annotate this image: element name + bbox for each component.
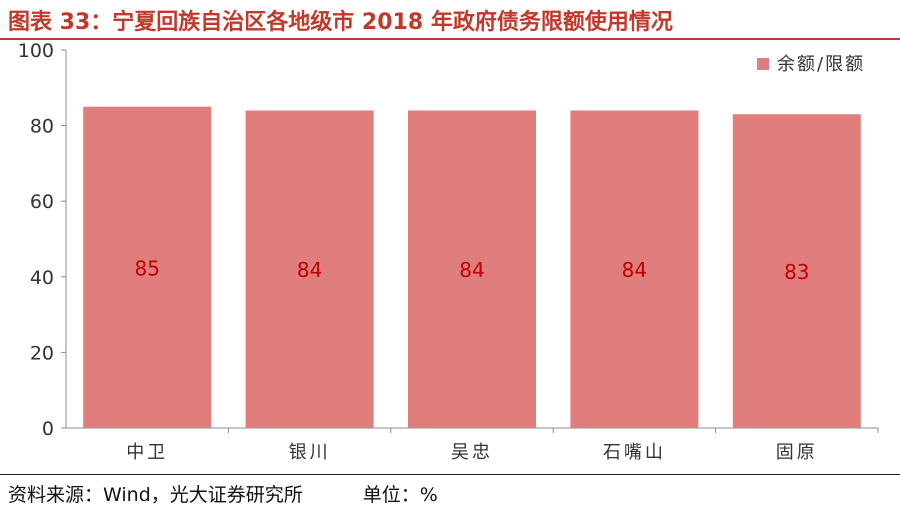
bar — [570, 110, 699, 428]
source-note: 资料来源：Wind，光大证券研究所 单位：% — [8, 480, 438, 507]
y-tick-label: 60 — [30, 191, 54, 213]
bar-data-label: 84 — [459, 258, 484, 282]
x-tick-label: 中卫 — [126, 442, 168, 463]
unit-text: 单位：% — [362, 484, 438, 506]
bar-data-label: 85 — [134, 256, 159, 280]
title-divider — [0, 38, 900, 40]
bar-data-label: 84 — [622, 258, 647, 282]
legend-swatch — [757, 58, 769, 70]
legend-label: 余额/限额 — [777, 54, 865, 75]
source-text: 资料来源：Wind，光大证券研究所 — [8, 484, 303, 506]
bar — [408, 110, 536, 428]
y-tick-label: 20 — [30, 342, 54, 364]
bar — [245, 110, 374, 428]
footer-divider — [0, 474, 900, 475]
chart-title: 图表 33：宁夏回族自治区各地级市 2018 年政府债务限额使用情况 — [8, 10, 673, 35]
x-tick-label: 吴忠 — [451, 442, 493, 463]
y-tick-label: 40 — [30, 267, 54, 289]
y-tick-label: 0 — [42, 418, 54, 440]
y-tick-label: 80 — [30, 116, 54, 138]
bar-data-label: 83 — [784, 260, 809, 284]
x-tick-label: 石嘴山 — [603, 442, 666, 463]
bar — [83, 106, 212, 428]
bar — [732, 114, 861, 428]
y-tick-label: 100 — [18, 40, 54, 62]
x-tick-label: 固原 — [776, 442, 818, 463]
bar-chart: 0 20 40 60 80 100 85 中卫 84 银川 84 吴忠 84 石嘴山 83 固原 余额/限额 — [18, 40, 879, 463]
bar-data-label: 84 — [297, 258, 322, 282]
x-tick-label: 银川 — [289, 442, 331, 463]
